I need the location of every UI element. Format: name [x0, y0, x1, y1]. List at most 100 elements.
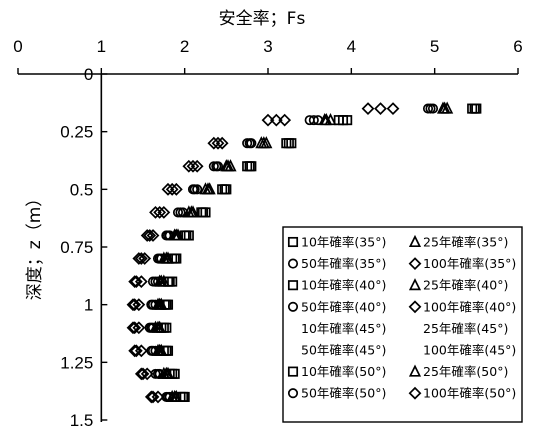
x-tick-label: 2: [180, 37, 189, 56]
data-point: [126, 298, 140, 312]
legend-entry: 10年確率(40°): [301, 278, 386, 293]
data-point: [261, 113, 275, 127]
data-point: [182, 159, 196, 173]
data-point: [278, 113, 292, 127]
legend-entry: 10年確率(35°): [301, 235, 386, 250]
data-point: [215, 136, 229, 150]
x-tick-label: 4: [347, 37, 356, 56]
data-point: [168, 228, 181, 241]
data-point: [128, 321, 142, 335]
data-point: [304, 115, 315, 126]
data-point: [207, 136, 221, 150]
x-tick-label: 6: [513, 37, 522, 56]
data-point: [469, 103, 480, 114]
legend-entry: 100年確率(50°): [423, 386, 516, 401]
data-point: [146, 299, 157, 310]
data-point: [132, 252, 146, 265]
legend-marker: [287, 236, 299, 248]
data-point: [128, 344, 142, 358]
legend-marker: [408, 386, 422, 400]
data-point: [436, 101, 450, 114]
legend-entry: 50年確率(50°): [301, 386, 386, 401]
data-point: [150, 368, 161, 379]
data-point: [129, 275, 143, 289]
data-points: [126, 101, 482, 404]
y-tick-label: 0: [84, 65, 93, 84]
data-point: [157, 205, 171, 219]
data-point: [147, 276, 159, 287]
legend-marker: [408, 278, 422, 291]
data-point: [386, 102, 400, 116]
legend-entry: 50年確率(40°): [301, 299, 386, 314]
x-tick-label: 0: [13, 37, 22, 56]
y-tick-label: 1.25: [60, 353, 93, 372]
legend-marker: [408, 300, 422, 314]
data-point: [128, 275, 142, 289]
y-tick-label: 1.5: [70, 411, 94, 430]
data-point: [156, 322, 167, 333]
data-point: [190, 159, 204, 173]
legend-entry: 25年確率(50°): [423, 364, 508, 379]
data-point: [208, 161, 219, 172]
data-point: [161, 230, 172, 241]
x-tick-label: 3: [263, 37, 272, 56]
data-point: [374, 102, 387, 116]
data-point: [217, 184, 228, 195]
y-axis-title: 深度；z（m）: [25, 190, 45, 300]
data-point: [157, 366, 170, 379]
y-tick-label: 0.5: [70, 180, 94, 199]
y-tick-label: 0.25: [60, 123, 93, 142]
legend: 10年確率(35°) 25年確率(35°) 50年確率(35°) 100年確率(35°…: [282, 226, 523, 423]
data-point: [422, 103, 434, 114]
data-point: [162, 276, 174, 287]
legend-box: [282, 226, 523, 423]
data-point: [146, 345, 157, 356]
data-point: [126, 321, 140, 335]
legend-entry: 100年確率(40°): [423, 299, 516, 314]
data-point: [144, 322, 155, 333]
legend-marker: [408, 234, 422, 248]
data-point: [242, 138, 253, 149]
data-point: [211, 136, 225, 150]
legend-marker: [287, 301, 299, 312]
data-point: [255, 136, 268, 149]
data-point: [136, 367, 150, 381]
data-point: [361, 102, 375, 116]
data-point: [169, 182, 183, 196]
data-point: [140, 229, 154, 242]
data-point: [164, 368, 175, 379]
data-point: [134, 252, 148, 265]
data-point: [167, 253, 178, 264]
x-tick-label: 5: [430, 37, 439, 56]
legend-marker: [408, 257, 422, 271]
data-point: [134, 367, 148, 381]
data-point: [199, 182, 212, 195]
legend-entry: 100年確率(45°): [423, 343, 516, 358]
data-point: [153, 205, 167, 219]
data-point: [187, 184, 199, 195]
legend-entry: 50年確率(45°): [301, 343, 386, 358]
data-point: [182, 205, 195, 218]
legend-entry: 50年確率(35°): [301, 256, 386, 271]
data-point: [172, 207, 184, 218]
data-point: [129, 344, 143, 358]
data-point: [269, 113, 283, 127]
x-axis-title: 安全率；Fs: [219, 9, 306, 29]
legend-marker: [287, 280, 299, 291]
y-tick-label: 1: [84, 296, 93, 315]
data-point: [143, 229, 157, 242]
data-point: [146, 390, 160, 404]
legend-entry: 10年確率(45°): [301, 321, 386, 336]
x-tick-label: 1: [97, 37, 106, 56]
data-point: [186, 159, 200, 173]
data-point: [149, 205, 162, 219]
y-tick-label: 0.75: [60, 238, 93, 257]
legend-marker: [287, 366, 299, 377]
data-point: [427, 103, 439, 114]
data-point: [161, 182, 175, 196]
data-point: [152, 253, 164, 264]
legend-marker: [287, 388, 299, 399]
legend-entry: 100年確率(35°): [423, 256, 516, 271]
